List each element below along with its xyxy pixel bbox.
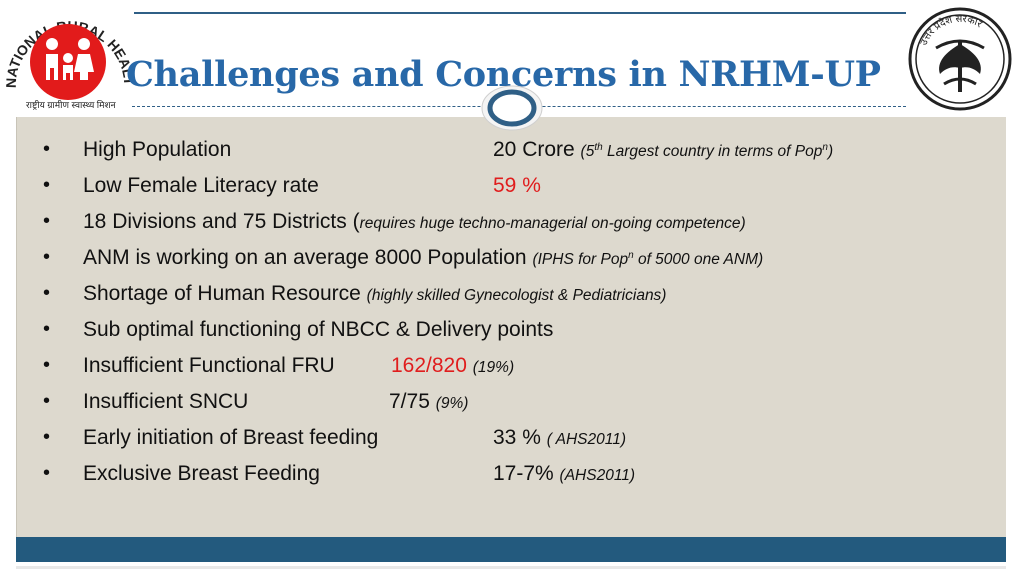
bullet-icon: • <box>43 390 51 412</box>
item-value: 33 % ( AHS2011) <box>493 426 626 449</box>
item-note: (IPHS for Popn of 5000 one ANM) <box>532 249 764 268</box>
item-value: 20 Crore (5th Largest country in terms o… <box>493 138 834 161</box>
bullet-icon: • <box>43 210 51 232</box>
svg-text:राष्ट्रीय ग्रामीण स्वास्थ्य मि: राष्ट्रीय ग्रामीण स्वास्थ्य मिशन <box>26 99 117 110</box>
decorative-knob-icon <box>480 84 544 132</box>
item-note: (9%) <box>435 395 469 412</box>
item-note: (highly skilled Gynecologist & Pediatric… <box>366 287 667 304</box>
footer-rule <box>16 566 1006 569</box>
bullet-icon: • <box>43 246 51 268</box>
item-value: 17-7% (AHS2011) <box>493 462 636 485</box>
item-label: 18 Divisions and 75 Districts (requires … <box>83 210 746 233</box>
bullet-icon: • <box>43 282 51 304</box>
item-note: requires huge techno-managerial on-going… <box>359 215 746 232</box>
nrhm-logo: NATIONAL RURAL HEALTH MISSION राष्ट्रीय … <box>0 0 137 112</box>
item-note: (AHS2011) <box>559 467 636 484</box>
header-top-rule <box>134 12 906 14</box>
up-government-seal: उत्तर प्रदेश सरकार <box>906 4 1014 114</box>
footer-bar <box>16 537 1006 562</box>
item-value: 162/820 (19%) <box>391 354 515 377</box>
bullet-icon: • <box>43 426 51 448</box>
bullet-icon: • <box>43 462 51 484</box>
bullet-icon: • <box>43 318 51 340</box>
bullet-icon: • <box>43 174 51 196</box>
item-value: 7/75 (9%) <box>389 390 469 413</box>
bullet-icon: • <box>43 354 51 376</box>
content-panel: • High Population 20 Crore (5th Largest … <box>16 117 1006 537</box>
item-label: Shortage of Human Resource (highly skill… <box>83 282 667 305</box>
item-note: (19%) <box>472 359 515 376</box>
item-note: (5th Largest country in terms of Popn) <box>580 141 834 160</box>
item-note: ( AHS2011) <box>546 431 626 448</box>
item-label: ANM is working on an average 8000 Popula… <box>83 246 764 269</box>
item-value: 59 % <box>493 174 541 197</box>
bullet-icon: • <box>43 138 51 160</box>
